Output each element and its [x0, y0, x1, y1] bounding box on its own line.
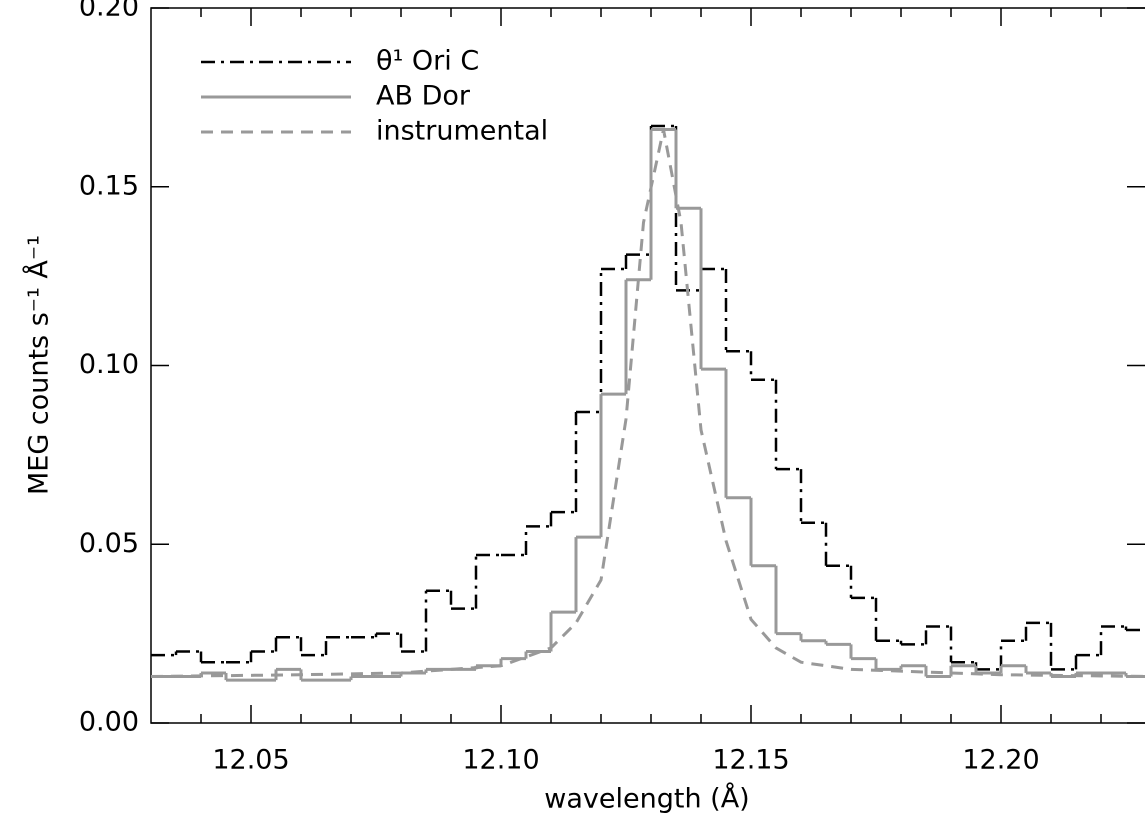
- plot-frame: [150, 7, 1145, 724]
- x-tick-label: 12.15: [712, 745, 789, 776]
- legend-label: AB Dor: [376, 81, 471, 112]
- x-tick-label: 12.20: [962, 745, 1039, 776]
- x-tick-label: 12.05: [212, 745, 289, 776]
- y-tick-label: 0.05: [79, 528, 139, 559]
- y-axis-label: MEG counts s⁻¹ Å⁻¹: [23, 235, 55, 495]
- model-line: [150, 129, 1145, 679]
- legend-label: θ¹ Ori C: [376, 46, 479, 77]
- y-tick-label: 0.15: [79, 170, 139, 201]
- y-tick-label: 0.00: [79, 707, 139, 738]
- y-tick-label: 0.10: [79, 349, 139, 380]
- x-tick-label: 12.10: [462, 745, 539, 776]
- y-tick-label: 0.20: [79, 0, 139, 23]
- x-axis-label: wavelength (Å): [544, 783, 749, 815]
- legend-label: instrumental: [376, 116, 548, 147]
